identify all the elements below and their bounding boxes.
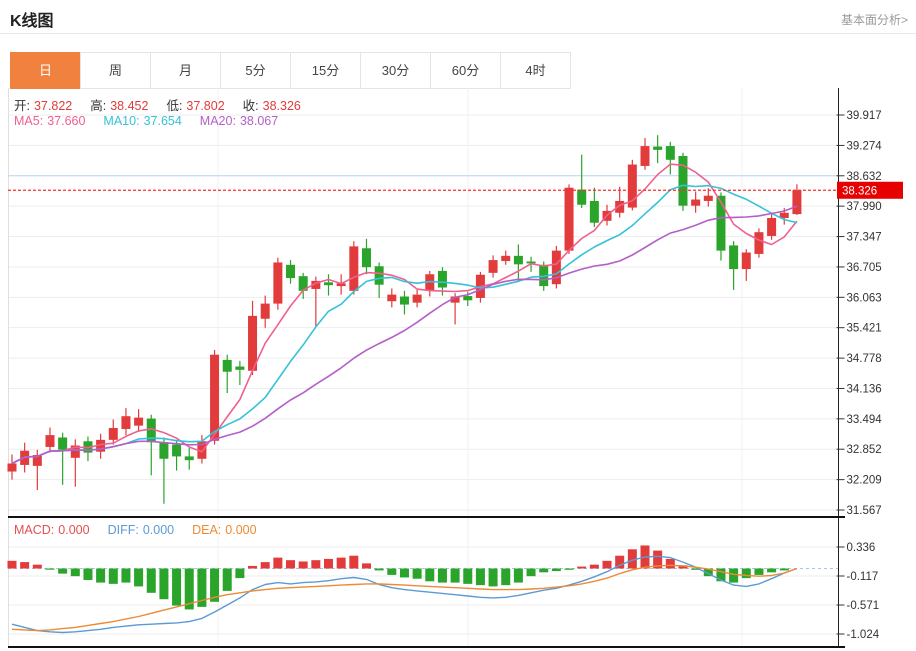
svg-text:36.063: 36.063 xyxy=(847,292,882,304)
svg-text:32.852: 32.852 xyxy=(847,444,882,456)
svg-text:-1.024: -1.024 xyxy=(847,629,880,641)
svg-text:32.209: 32.209 xyxy=(847,475,882,487)
gridlines xyxy=(8,88,838,647)
tab-4时[interactable]: 4时 xyxy=(500,52,571,89)
panel-borders xyxy=(8,516,845,648)
tab-周[interactable]: 周 xyxy=(80,52,151,89)
fundamental-analysis-link[interactable]: 基本面分析> xyxy=(840,13,908,27)
macd-axis: 0.336 -0.117 -0.571 -1.024 xyxy=(836,542,880,641)
svg-text:34.136: 34.136 xyxy=(847,383,882,395)
svg-text:-0.117: -0.117 xyxy=(847,571,879,583)
tab-60分[interactable]: 60分 xyxy=(430,52,501,89)
ma20-line xyxy=(11,205,798,465)
period-tab-bar: 日周月 5分 15分 30分 60分 4时 xyxy=(10,52,571,89)
svg-text:38.632: 38.632 xyxy=(847,171,882,183)
svg-text:37.347: 37.347 xyxy=(847,232,882,244)
svg-text:33.494: 33.494 xyxy=(847,414,883,426)
ma5-line xyxy=(11,163,798,465)
price-axis: 39.917 39.274 38.632 37.990 37.347 36.705 36.0… xyxy=(836,88,883,648)
svg-text:39.917: 39.917 xyxy=(847,110,882,122)
page-title: K线图 xyxy=(10,13,54,30)
macd-histogram xyxy=(7,545,789,610)
svg-text:0.336: 0.336 xyxy=(847,542,876,554)
current-price-badge: 38.326 xyxy=(837,181,903,199)
tab-5分[interactable]: 5分 xyxy=(220,52,291,89)
svg-text:-0.571: -0.571 xyxy=(847,600,880,612)
tab-日[interactable]: 日 xyxy=(10,52,81,89)
tab-15分[interactable]: 15分 xyxy=(290,52,361,89)
tab-30分[interactable]: 30分 xyxy=(360,52,431,89)
svg-text:37.990: 37.990 xyxy=(847,201,882,213)
svg-text:34.778: 34.778 xyxy=(847,353,882,365)
tab-月[interactable]: 月 xyxy=(150,52,221,89)
dea-line xyxy=(11,564,798,632)
diff-line xyxy=(11,555,798,634)
svg-text:39.274: 39.274 xyxy=(847,140,883,152)
svg-text:36.705: 36.705 xyxy=(847,262,882,274)
svg-text:38.326: 38.326 xyxy=(842,185,877,197)
svg-text:31.567: 31.567 xyxy=(847,505,882,517)
svg-text:35.421: 35.421 xyxy=(847,323,882,335)
ma10-line xyxy=(11,184,798,465)
title-divider xyxy=(0,33,916,34)
